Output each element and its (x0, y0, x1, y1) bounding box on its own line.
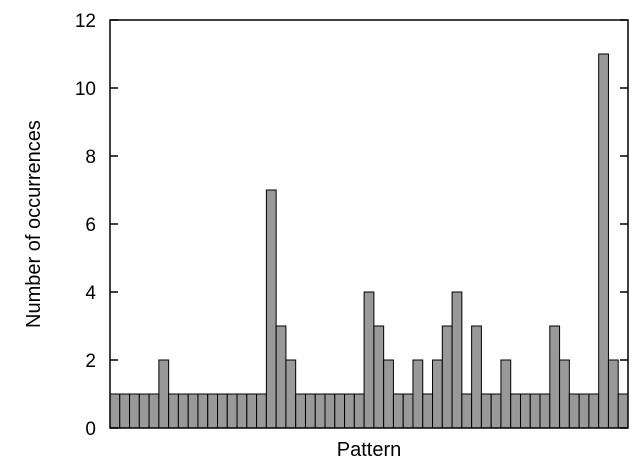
bar (148, 393, 160, 429)
bar (304, 393, 316, 429)
bar (539, 393, 551, 429)
bar (187, 393, 199, 429)
bar (461, 393, 473, 429)
y-tick-label: 2 (85, 351, 96, 372)
bar (432, 359, 443, 429)
bar (129, 393, 140, 429)
bar (217, 393, 228, 429)
bar (109, 393, 121, 429)
bar (471, 325, 482, 429)
bar (275, 325, 287, 429)
bar (314, 393, 326, 429)
bar (373, 325, 385, 429)
bar (402, 393, 414, 429)
bar (246, 393, 258, 429)
bar (549, 325, 561, 429)
bar (226, 393, 238, 429)
bar (177, 393, 189, 429)
bar (363, 291, 375, 429)
bar (334, 393, 346, 429)
bar (295, 393, 306, 429)
bar (578, 393, 590, 429)
bar (568, 393, 580, 429)
bar (500, 359, 512, 429)
y-tick-label: 6 (85, 215, 96, 236)
bar (138, 393, 150, 429)
x-axis-label: Pattern (337, 439, 401, 461)
y-tick-label: 4 (85, 283, 96, 304)
y-tick-label: 12 (75, 11, 96, 32)
bar (588, 393, 600, 429)
y-axis-ticks: 0 2 4 6 8 10 12 (75, 11, 628, 440)
bar (256, 393, 267, 429)
bar (285, 359, 297, 429)
bar (383, 359, 394, 429)
bars (109, 53, 629, 429)
bar (422, 393, 434, 429)
bar (168, 393, 179, 429)
bar (353, 393, 365, 429)
bar (197, 393, 209, 429)
bar (158, 359, 170, 429)
bar (265, 189, 277, 429)
bar (529, 393, 541, 429)
bar (324, 393, 336, 429)
bar (617, 393, 629, 429)
y-axis-label: Number of occurrences (23, 120, 45, 328)
bar (490, 393, 502, 429)
bar (412, 359, 424, 429)
bar (451, 291, 463, 429)
bar (441, 325, 453, 429)
bar (344, 393, 355, 429)
bar (480, 393, 492, 429)
bar (598, 53, 609, 429)
bar (510, 393, 521, 429)
y-tick-label: 0 (85, 419, 96, 440)
bar (119, 393, 131, 429)
y-tick-label: 10 (75, 79, 96, 100)
bar (559, 359, 570, 429)
bar (236, 393, 248, 429)
bar (607, 359, 619, 429)
bar (519, 393, 531, 429)
y-tick-label: 8 (85, 147, 96, 168)
bar (207, 393, 219, 429)
bar (392, 393, 404, 429)
